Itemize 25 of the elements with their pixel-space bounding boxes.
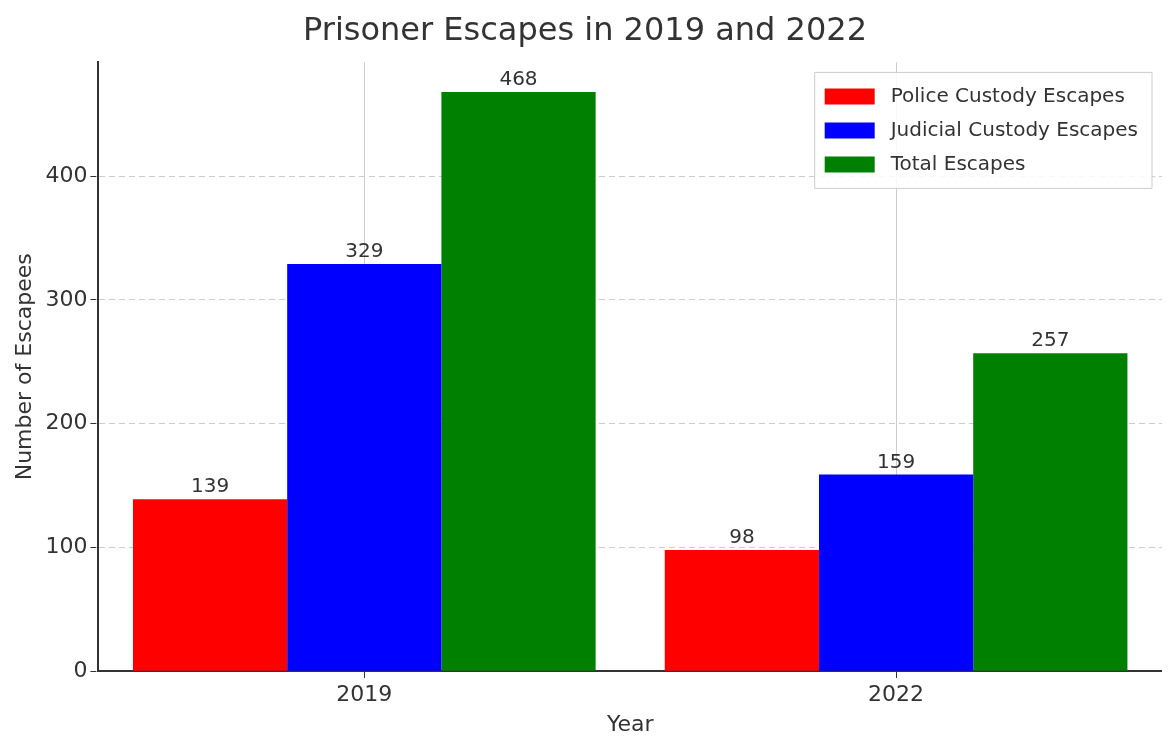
legend-label: Total Escapes <box>889 150 1026 175</box>
data-label: 468 <box>499 66 538 91</box>
bar <box>818 474 974 671</box>
x-tick-label: 2019 <box>336 681 393 707</box>
bar <box>441 92 596 671</box>
x-tick-label: 2022 <box>868 681 925 707</box>
y-tick-label: 300 <box>45 285 88 311</box>
y-tick-label: 0 <box>73 656 88 682</box>
data-label: 159 <box>877 448 916 473</box>
data-label: 257 <box>1031 327 1070 352</box>
legend-label: Judicial Custody Escapes <box>888 116 1139 141</box>
bar <box>973 353 1128 671</box>
bar <box>664 549 819 671</box>
data-label: 98 <box>729 524 755 549</box>
y-axis-title: Number of Escapees <box>10 253 36 481</box>
y-tick-label: 200 <box>45 409 88 435</box>
y-tick-label: 100 <box>45 533 88 559</box>
legend-label: Police Custody Escapes <box>890 82 1125 107</box>
bar <box>287 264 442 671</box>
data-label: 329 <box>345 238 384 263</box>
bar <box>132 499 288 671</box>
y-tick-label: 400 <box>45 161 88 187</box>
data-label: 139 <box>190 473 230 498</box>
chart-title: Prisoner Escapes in 2019 and 2022 <box>302 9 868 48</box>
x-axis-title: Year <box>605 710 655 736</box>
